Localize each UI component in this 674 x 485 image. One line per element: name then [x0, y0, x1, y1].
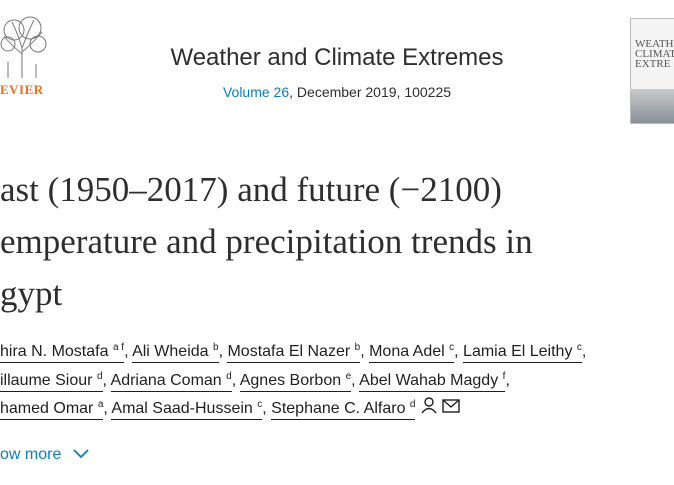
cover-image	[631, 89, 674, 123]
affiliation: c	[449, 342, 455, 353]
author-link[interactable]: Amal Saad-Hussein c	[111, 399, 263, 420]
title-line: emperature and precipitation trends in	[0, 222, 533, 261]
article-title: ast (1950–2017) and future (−2100) empera…	[0, 164, 533, 320]
show-more[interactable]: ow more	[0, 446, 90, 464]
author-name: illaume Siour	[0, 371, 93, 389]
affiliation: f	[502, 370, 506, 382]
cover-line: WEATHE	[635, 38, 674, 50]
author-link[interactable]: Adriana Coman d	[110, 370, 232, 392]
journal-cover[interactable]: WEATHECLIMATEEXTRE	[630, 18, 674, 124]
volume-info: , December 2019, 100225	[289, 84, 452, 100]
affiliation: b	[213, 342, 219, 353]
author-link[interactable]: Abel Wahab Magdy f	[359, 370, 506, 392]
author-link[interactable]: Ali Wheida b	[132, 343, 219, 363]
cover-line: EXTRE	[635, 58, 671, 70]
author-name: Lamia El Leithy	[463, 343, 573, 360]
show-more-text: ow more	[0, 446, 62, 463]
affiliation: c	[257, 399, 263, 410]
affiliation: e	[345, 370, 352, 382]
author-link[interactable]: hamed Omar a	[0, 399, 104, 420]
author-name: Adriana Coman	[110, 371, 222, 389]
author-name: Stephane C. Alfaro	[271, 400, 406, 417]
volume-link[interactable]: Volume 26	[222, 84, 290, 100]
affiliation: d	[409, 399, 416, 410]
author-name: Mona Adel	[369, 343, 445, 360]
journal-title[interactable]: Weather and Climate Extremes	[170, 44, 504, 71]
author-link[interactable]: illaume Siour d	[0, 370, 103, 392]
affiliation: d	[226, 370, 232, 382]
affiliation: a f	[112, 342, 125, 353]
affiliation: a	[97, 399, 104, 410]
author-name: hamed Omar	[0, 400, 94, 417]
author-link[interactable]: Mona Adel c	[369, 342, 455, 363]
author-link[interactable]: Agnes Borbon e	[239, 370, 352, 392]
elsevier-tree	[0, 16, 47, 78]
author-link[interactable]: Lamia El Leithy c	[463, 343, 582, 363]
logo-text: EVIER	[0, 82, 44, 97]
title-line: gypt	[0, 274, 63, 313]
affiliation: b	[354, 342, 361, 353]
author-name: Mostafa El Nazer	[227, 343, 351, 360]
affiliation: c	[576, 342, 582, 353]
volume-line: Volume 26, December 2019, 100225	[0, 84, 674, 100]
cover-line: CLIMATE	[635, 48, 674, 60]
author-list: hira N. Mostafa a f, Ali Wheida b, Mosta…	[0, 338, 586, 424]
title-line: ast (1950–2017) and future (−2100)	[0, 170, 502, 209]
author-row: hira N. Mostafa a f, Ali Wheida b, Mosta…	[0, 338, 586, 367]
affiliation: d	[96, 370, 103, 382]
contact-icons[interactable]	[421, 397, 461, 415]
author-link[interactable]: Mostafa El Nazer b	[227, 342, 361, 363]
author-link[interactable]: Stephane C. Alfaro d	[271, 399, 416, 420]
author-row: illaume Siour d, Adriana Coman d, Agnes …	[0, 367, 586, 396]
author-name: Ali Wheida	[132, 343, 209, 360]
author-name: Abel Wahab Magdy	[359, 371, 499, 389]
author-name: Agnes Borbon	[239, 371, 342, 389]
chevron-icon	[73, 449, 89, 459]
author-name: Amal Saad-Hussein	[111, 400, 253, 417]
author-link[interactable]: hira N. Mostafa a f	[0, 342, 125, 363]
cover-text: WEATHECLIMATEEXTRE	[631, 38, 674, 70]
author-row: hamed Omar a, Amal Saad-Hussein c, Steph…	[0, 395, 586, 424]
author-name: hira N. Mostafa	[0, 343, 109, 360]
